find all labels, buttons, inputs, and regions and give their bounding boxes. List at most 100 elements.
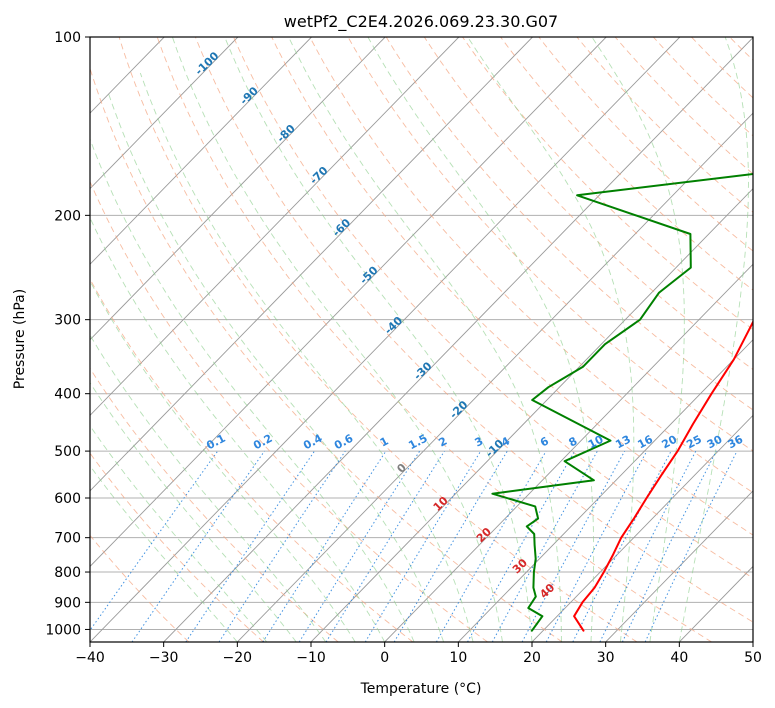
moist-adiabat <box>90 425 268 642</box>
theta-e-label: 20 <box>474 525 494 545</box>
mixing-ratio-label: 8 <box>567 434 580 449</box>
dewpoint-profile-line <box>491 172 753 632</box>
mixing-ratio-label: 1.5 <box>406 432 429 453</box>
y-tick-label: 1000 <box>45 622 81 638</box>
y-tick-label: 400 <box>54 387 81 403</box>
mixing-ratio-line <box>467 450 576 642</box>
dry-adiabat <box>118 37 638 642</box>
mixing-ratio-line <box>621 450 717 642</box>
theta-e-label: 40 <box>537 581 557 601</box>
isotherm-line <box>605 490 753 642</box>
temperature-profile-line <box>573 319 753 632</box>
y-tick-label: 300 <box>54 313 81 329</box>
dry-adiabat <box>768 37 775 642</box>
dry-adiabat <box>538 37 753 252</box>
theta-e-label: 10 <box>431 494 451 514</box>
mixing-ratio-line <box>298 450 421 642</box>
moist-adiabat <box>224 37 533 642</box>
mixing-ratio-line <box>325 450 445 642</box>
isotherm-line <box>90 37 681 642</box>
mixing-ratio-label: 20 <box>660 433 680 452</box>
mixing-ratio-line <box>521 450 626 642</box>
mixing-ratio-line <box>262 450 387 642</box>
moist-adiabat <box>591 37 685 642</box>
x-tick-label: −30 <box>149 650 179 666</box>
isotherm-line <box>90 37 607 568</box>
x-tick-label: −20 <box>223 650 253 666</box>
mixing-ratio-line <box>218 450 346 642</box>
isotherm-label: -20 <box>447 398 471 421</box>
y-tick-label: 800 <box>54 565 81 581</box>
mixing-ratio-line <box>131 450 265 642</box>
mixing-ratio-line <box>599 450 697 642</box>
mixing-ratio-label: 6 <box>538 434 551 449</box>
dry-adiabat <box>90 180 488 642</box>
moist-adiabat <box>108 94 445 642</box>
x-tick-label: 20 <box>523 650 541 666</box>
dry-adiabat <box>423 37 753 371</box>
y-axis-label: Pressure (hPa) <box>12 289 28 389</box>
dry-adiabat <box>729 37 753 61</box>
x-tick-label: 30 <box>597 650 615 666</box>
x-axis-label: Temperature (°C) <box>360 681 482 697</box>
mixing-ratio-label: 30 <box>705 433 725 452</box>
mixing-ratio-label: 0.1 <box>204 432 227 453</box>
moist-adiabat <box>467 37 635 642</box>
y-tick-label: 600 <box>54 491 81 507</box>
moist-adiabat <box>139 72 474 642</box>
moist-adiabat <box>90 334 327 642</box>
isotherm-line <box>90 37 533 492</box>
y-tick-label: 700 <box>54 531 81 547</box>
plot-frame <box>89 36 754 643</box>
dry-adiabat <box>90 278 414 642</box>
mixing-ratio-label: 25 <box>684 433 704 452</box>
mixing-ratio-label: 13 <box>613 433 633 452</box>
mixing-ratio-line <box>545 450 648 642</box>
isotherm-line <box>384 263 753 642</box>
x-tick-label: −10 <box>296 650 326 666</box>
mixing-ratio-label: 10 <box>586 433 606 452</box>
mixing-ratio-line <box>644 450 738 642</box>
y-tick-label: 500 <box>54 444 81 460</box>
x-tick-label: −40 <box>75 650 105 666</box>
isotherm-label: -70 <box>307 164 331 187</box>
dry-adiabat <box>233 37 753 579</box>
mixing-ratio-line <box>393 450 508 642</box>
x-tick-label: 0 <box>380 650 389 666</box>
x-tick-label: 50 <box>744 650 762 666</box>
moist-adiabat <box>678 37 749 642</box>
mixing-ratio-label: 36 <box>726 433 746 452</box>
mixing-ratio-label: 2 <box>436 434 449 449</box>
y-tick-label: 200 <box>54 208 81 224</box>
isotherm-line <box>90 37 312 265</box>
isotherm-label: -60 <box>330 216 354 239</box>
isotherm-line <box>458 339 753 642</box>
mixing-ratio-label: 0.4 <box>301 432 325 453</box>
dry-adiabat <box>156 37 712 642</box>
moist-adiabat <box>90 216 386 642</box>
moist-adiabat <box>90 465 238 642</box>
mixing-ratio-line <box>435 450 547 642</box>
dry-adiabat <box>309 37 753 494</box>
moist-adiabat <box>90 381 297 642</box>
y-tick-label: 900 <box>54 595 81 611</box>
dry-adiabat <box>691 37 753 99</box>
isotherm-label: -80 <box>274 122 298 145</box>
moist-adiabat <box>288 37 562 642</box>
isotherm-line <box>90 37 386 341</box>
isotherm-line <box>752 641 753 642</box>
mixing-ratio-line <box>90 450 219 632</box>
isotherm-line <box>163 37 753 642</box>
moist-adiabat <box>171 37 503 642</box>
dry-adiabat <box>500 37 753 291</box>
dry-adiabat <box>90 534 190 642</box>
isotherm-line <box>237 112 753 642</box>
mixing-ratio-label: 1 <box>378 434 391 449</box>
moist-adiabat <box>367 37 595 642</box>
mixing-ratio-label: 16 <box>635 433 655 452</box>
dry-adiabat <box>90 452 264 642</box>
isotherm-line <box>90 37 239 190</box>
dry-adiabat <box>614 37 753 175</box>
mixing-ratio-line <box>491 450 598 642</box>
